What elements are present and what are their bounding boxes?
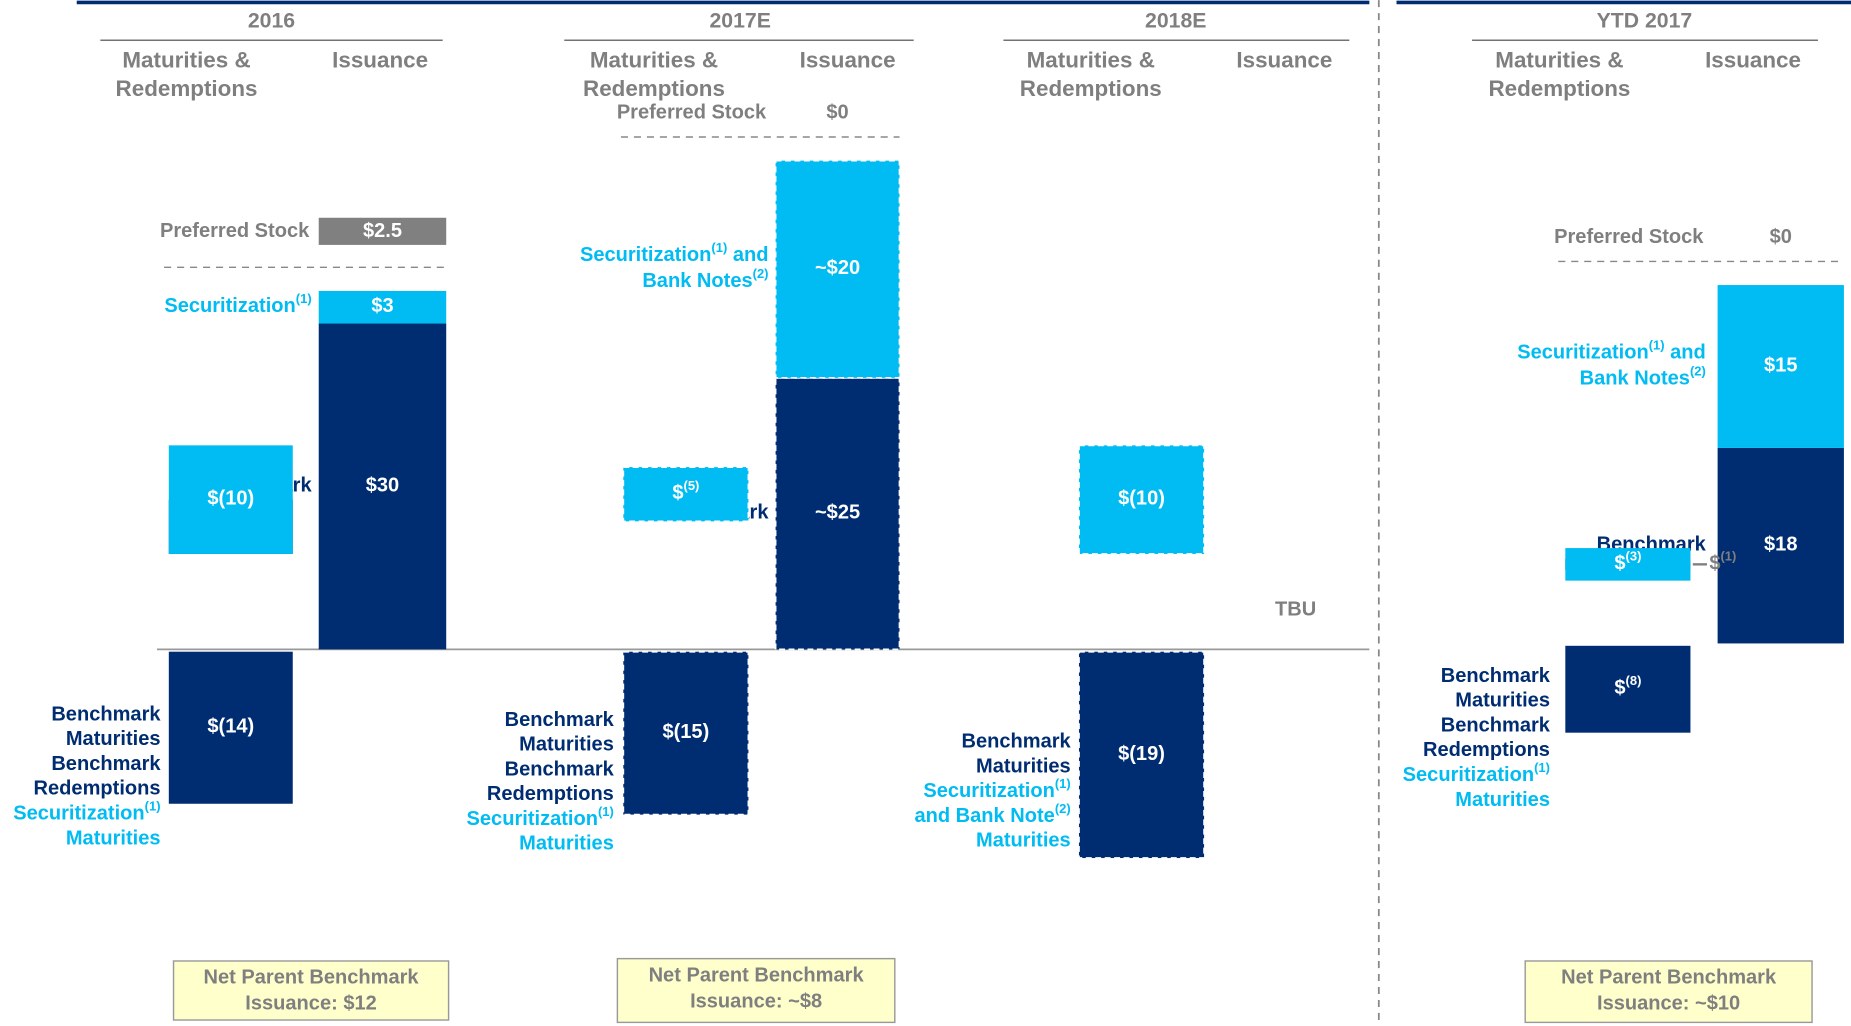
bar-segment — [774, 376, 901, 651]
annotation-box — [172, 960, 450, 1021]
bar-segment — [774, 159, 901, 379]
value-label: $15 — [1764, 355, 1797, 377]
annotation: Issuance: ~$8 — [690, 991, 822, 1013]
panel-title: 2017E — [709, 8, 770, 32]
value-label: $0 — [826, 102, 848, 124]
segment-label: Bank Notes(2) — [1580, 363, 1706, 389]
bar-segment — [1565, 645, 1691, 733]
segment-label: Maturities — [1455, 690, 1550, 712]
segment-label: Maturities — [66, 828, 161, 850]
segment-label: Securitization(1) and — [1517, 337, 1706, 363]
segment-label: Maturities — [519, 833, 614, 855]
value-label: $(15) — [662, 721, 709, 743]
column-header: Maturities & — [1495, 47, 1623, 72]
bar-segment — [622, 466, 750, 523]
column-header: Issuance — [332, 47, 428, 72]
annotation: Net Parent Benchmark — [204, 967, 420, 989]
value-label: $(14) — [207, 716, 254, 738]
segment-label: Securitization(1) — [923, 776, 1070, 802]
segment-label: Benchmark — [1441, 715, 1551, 737]
segment-label: Securitization(1) and — [580, 240, 769, 266]
column-header: Redemptions — [583, 76, 725, 101]
bar-segment — [168, 651, 293, 804]
segment-label: Bank Notes(2) — [642, 266, 768, 292]
bar-segment — [168, 445, 293, 554]
bar-segment — [1717, 447, 1844, 644]
value-label: $(5) — [672, 478, 699, 504]
value-label: $0 — [1770, 226, 1792, 248]
segment-label: Maturities — [1455, 789, 1550, 811]
segment-label: and Bank Note(2) — [914, 801, 1070, 827]
value-label: $(8) — [1614, 673, 1641, 699]
annotation-box — [1524, 960, 1813, 1024]
segment-label: Securitization(1) — [1403, 760, 1550, 786]
segment-label: Redemptions — [487, 783, 614, 805]
value-label: $18 — [1764, 534, 1797, 556]
segment-label: Benchmark — [505, 759, 615, 781]
annotation: Issuance: $12 — [245, 993, 377, 1015]
segment-label: Benchmark — [505, 709, 615, 731]
panel-title: 2018E — [1145, 8, 1206, 32]
panel-title: YTD 2017 — [1597, 8, 1693, 32]
bar-segment — [1565, 548, 1691, 581]
value-label: $(10) — [1118, 488, 1165, 510]
segment-label: Maturities — [976, 756, 1071, 778]
segment-label: Securitization(1) — [13, 798, 160, 824]
bar-segment — [318, 290, 447, 324]
value-label: $30 — [366, 475, 399, 497]
column-header: Maturities & — [590, 47, 718, 72]
segment-label: Preferred Stock — [1554, 226, 1704, 248]
segment-label: Benchmark — [1441, 665, 1551, 687]
column-header: Redemptions — [1020, 76, 1162, 101]
segment-label: Securitization(1) — [164, 291, 311, 317]
column-header: Issuance — [800, 47, 896, 72]
column-header: Maturities & — [122, 47, 250, 72]
segment-label: Preferred Stock — [160, 220, 310, 242]
bar-segment — [1078, 650, 1205, 859]
segment-label: Redemptions — [1423, 740, 1550, 762]
value-label: ~$20 — [815, 258, 860, 280]
value-label: $(19) — [1118, 743, 1165, 765]
column-header: Issuance — [1705, 47, 1801, 72]
bar-segment — [1717, 285, 1844, 448]
annotation: Net Parent Benchmark — [649, 965, 865, 987]
segment-label: Benchmark — [51, 753, 161, 775]
annotation-box — [616, 957, 896, 1024]
value-label: ~$25 — [815, 502, 860, 524]
column-header: Maturities & — [1027, 47, 1155, 72]
column-header: Redemptions — [1488, 76, 1630, 101]
annotation: Issuance: ~$10 — [1597, 993, 1740, 1015]
annotation: Net Parent Benchmark — [1561, 967, 1777, 989]
segment-label: Maturities — [66, 728, 161, 750]
value-label: $(10) — [207, 488, 254, 510]
column-header: Issuance — [1236, 47, 1332, 72]
bar-segment — [1078, 444, 1205, 555]
value-label: $(1) — [1709, 548, 1736, 574]
value-label: $(3) — [1614, 548, 1641, 574]
bar-segment — [318, 217, 447, 245]
segment-label: Redemptions — [34, 778, 161, 800]
value-label: $2.5 — [363, 220, 402, 242]
note: TBU — [1275, 599, 1316, 621]
value-label: $3 — [371, 296, 393, 318]
column-header: Redemptions — [116, 76, 258, 101]
bar-segment — [318, 323, 447, 650]
segment-label: Preferred Stock — [617, 102, 767, 124]
segment-label: Securitization(1) — [467, 804, 614, 830]
segment-label: Maturities — [976, 830, 1071, 852]
segment-label: Benchmark — [961, 731, 1071, 753]
panel-title: 2016 — [248, 8, 295, 32]
segment-label: Maturities — [519, 734, 614, 756]
segment-label: Benchmark — [51, 704, 161, 726]
bar-segment — [622, 650, 750, 816]
